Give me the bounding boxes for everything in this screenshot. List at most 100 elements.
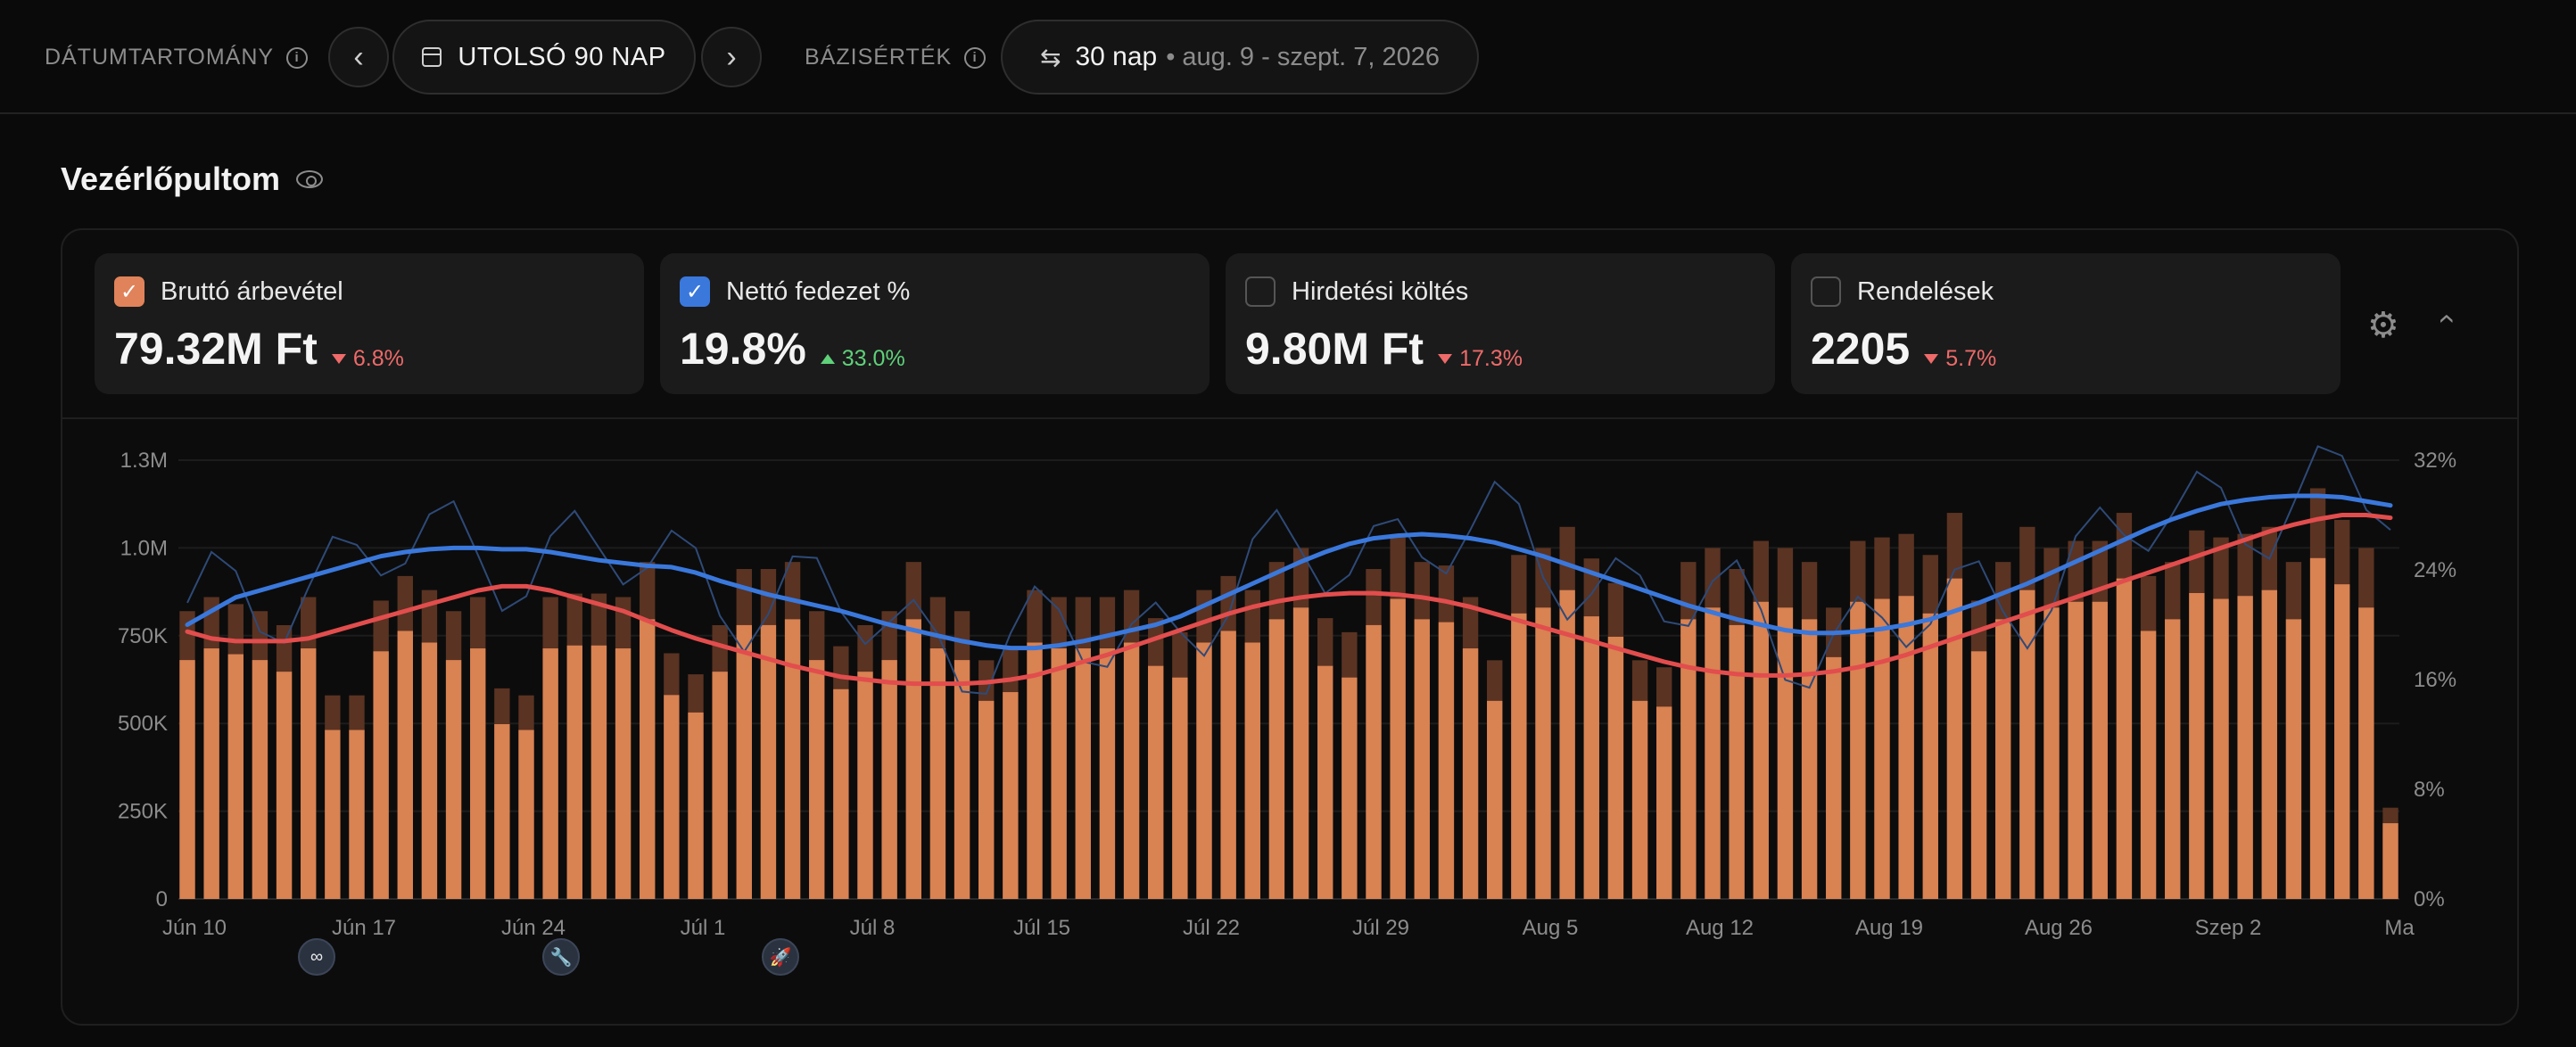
x-tick-label: Aug 19 bbox=[1855, 916, 1923, 940]
bar-revenue bbox=[1583, 616, 1599, 899]
bar-revenue bbox=[445, 660, 462, 899]
rocket-icon[interactable]: 🚀 bbox=[762, 938, 799, 976]
baseline-selector[interactable]: ⇆ 30 nap • aug. 9 - szept. 7, 2026 bbox=[1001, 20, 1479, 95]
bar-revenue bbox=[2140, 631, 2157, 899]
bar-revenue bbox=[809, 660, 825, 899]
bar-revenue bbox=[470, 648, 486, 899]
x-tick-label: Aug 12 bbox=[1686, 916, 1754, 940]
x-tick-label: Júl 15 bbox=[1013, 916, 1070, 940]
x-tick-label: Júl 29 bbox=[1352, 916, 1409, 940]
bar-revenue bbox=[566, 645, 582, 899]
y-tick-label-right: 32% bbox=[2414, 449, 2456, 473]
delta-badge: 33.0% bbox=[820, 346, 905, 372]
y-tick-label-left: 500K bbox=[118, 712, 168, 736]
info-icon[interactable]: i bbox=[286, 46, 309, 69]
bar-revenue bbox=[2165, 619, 2181, 899]
bar-revenue bbox=[1607, 636, 1624, 899]
meta-icon[interactable]: ∞ bbox=[298, 938, 335, 976]
bar-revenue bbox=[833, 688, 849, 899]
bar-revenue bbox=[2116, 578, 2133, 899]
bar-revenue bbox=[2068, 601, 2084, 899]
bar-revenue bbox=[373, 651, 389, 899]
bar-revenue bbox=[1729, 624, 1745, 899]
x-tick-label: Aug 26 bbox=[2025, 916, 2093, 940]
arrow-down-icon bbox=[331, 354, 346, 364]
bar-revenue bbox=[1535, 607, 1551, 899]
eye-icon[interactable] bbox=[296, 170, 324, 188]
bar-revenue bbox=[1874, 598, 1890, 899]
bar-revenue bbox=[1390, 598, 1406, 899]
bar-revenue bbox=[1631, 700, 1648, 899]
x-tick-label: Jún 17 bbox=[332, 916, 396, 940]
swap-icon: ⇆ bbox=[1039, 43, 1061, 71]
bar-revenue bbox=[664, 695, 680, 899]
bar-revenue bbox=[640, 619, 656, 899]
checkbox-checked-icon[interactable]: ✓ bbox=[680, 276, 710, 307]
bar-revenue bbox=[1487, 700, 1503, 899]
checkbox-unchecked-icon[interactable] bbox=[1245, 276, 1276, 307]
bar-revenue bbox=[1292, 607, 1309, 899]
bar-revenue bbox=[1705, 607, 1721, 899]
bar-revenue bbox=[1244, 642, 1260, 899]
bar-revenue bbox=[1342, 677, 1358, 899]
bar-revenue bbox=[2358, 607, 2374, 899]
revenue-margin-chart[interactable]: 0 250K 500K 750K 1.0M 1.3M 0% 8% 16% 24% 32% Jún 10… bbox=[62, 230, 2521, 1027]
date-range-selector[interactable]: UTOLSÓ 90 NAP bbox=[392, 20, 696, 95]
gear-icon[interactable]: ⚙ bbox=[2367, 306, 2399, 345]
bar-revenue bbox=[325, 730, 341, 899]
kpi-card-ad-spend[interactable]: Hirdetési költés 9.80M Ft 17.3% bbox=[1226, 253, 1775, 394]
bar-revenue bbox=[1850, 601, 1866, 899]
bar-revenue bbox=[397, 631, 413, 899]
bar-revenue bbox=[1826, 656, 1842, 899]
prev-range-button[interactable]: ‹ bbox=[328, 27, 389, 87]
bar-revenue bbox=[1414, 619, 1430, 899]
bar-revenue bbox=[1099, 648, 1116, 899]
bar-revenue bbox=[301, 648, 317, 899]
wrench-icon[interactable]: 🔧 bbox=[542, 938, 580, 976]
x-tick-label: Júl 22 bbox=[1183, 916, 1240, 940]
y-tick-label-right: 24% bbox=[2414, 558, 2456, 582]
y-tick-label-left: 750K bbox=[118, 624, 168, 648]
baseline-margin-line bbox=[185, 513, 2393, 687]
bar-revenue bbox=[494, 723, 510, 899]
next-range-button[interactable]: › bbox=[701, 27, 762, 87]
bar-revenue bbox=[1946, 578, 1963, 899]
bar-revenue bbox=[1123, 642, 1140, 899]
daily-margin-line bbox=[186, 445, 2391, 696]
bar-revenue bbox=[2334, 584, 2350, 899]
kpi-card-net-margin[interactable]: ✓ Nettó fedezet % 19.8% 33.0% bbox=[660, 253, 1210, 394]
bar-revenue bbox=[2043, 607, 2060, 899]
bar-revenue bbox=[227, 654, 244, 899]
bar-revenue bbox=[2261, 589, 2277, 899]
chevron-right-icon: › bbox=[726, 40, 737, 74]
bar-revenue bbox=[1172, 677, 1188, 899]
bar-revenue bbox=[179, 660, 195, 899]
kpi-card-gross-revenue[interactable]: ✓ Bruttó árbevétel 79.32M Ft 6.8% bbox=[95, 253, 644, 394]
chevron-left-icon: ‹ bbox=[353, 40, 364, 74]
delta-badge: 6.8% bbox=[331, 346, 404, 372]
checkbox-unchecked-icon[interactable] bbox=[1811, 276, 1841, 307]
info-icon[interactable]: i bbox=[964, 46, 987, 69]
bar-revenue bbox=[760, 624, 777, 899]
bar-revenue bbox=[905, 619, 921, 899]
page-title: Vezérlőpultom bbox=[61, 161, 324, 198]
top-bar: DÁTUMTARTOMÁNY i ‹ UTOLSÓ 90 NAP › BÁZIS… bbox=[0, 0, 2576, 114]
bar-revenue bbox=[688, 712, 704, 899]
y-tick-label-right: 0% bbox=[2414, 887, 2445, 911]
net-margin-line bbox=[185, 493, 2393, 651]
date-range-label: DÁTUMTARTOMÁNY i bbox=[45, 45, 309, 70]
kpi-card-orders[interactable]: Rendelések 2205 5.7% bbox=[1791, 253, 2341, 394]
bar-revenue bbox=[1268, 619, 1285, 899]
arrow-down-icon bbox=[1924, 354, 1939, 364]
bar-revenue bbox=[1680, 619, 1697, 899]
bar-revenue bbox=[1511, 613, 1527, 899]
x-tick-label: Júl 1 bbox=[681, 916, 726, 940]
x-tick-label: Ma bbox=[2384, 916, 2415, 940]
y-tick-label-left: 1.3M bbox=[120, 449, 168, 473]
x-tick-label: Szep 2 bbox=[2195, 916, 2262, 940]
delta-badge: 5.7% bbox=[1924, 346, 1996, 372]
bar-revenue bbox=[1753, 601, 1769, 899]
checkbox-checked-icon[interactable]: ✓ bbox=[114, 276, 144, 307]
delta-badge: 17.3% bbox=[1438, 346, 1523, 372]
bar-revenue bbox=[2189, 592, 2205, 899]
